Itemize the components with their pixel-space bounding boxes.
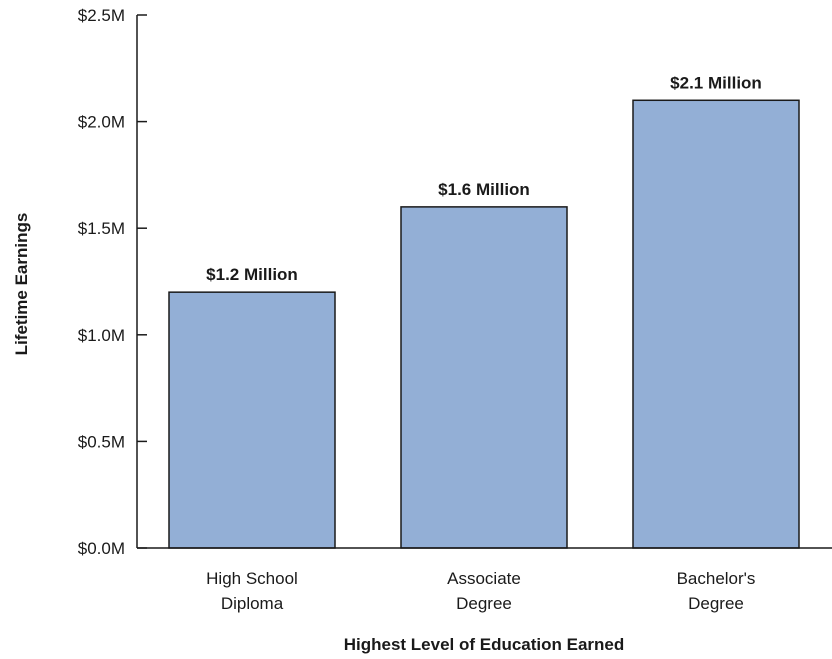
y-axis: $0.0M $0.5M $1.0M $1.5M $2.0M $2.5M <box>78 6 147 558</box>
bar <box>632 99 800 549</box>
x-axis-title: Highest Level of Education Earned <box>344 635 625 654</box>
x-category-label: High School <box>206 569 298 588</box>
y-tick-label: $0.0M <box>78 539 125 558</box>
x-axis: High School Diploma Associate Degree Bachelo… <box>137 547 832 613</box>
bar <box>168 291 336 549</box>
x-category-label: Diploma <box>221 594 284 613</box>
y-tick-label: $1.5M <box>78 219 125 238</box>
bars: $1.2 Million $1.6 Million $2.1 Million <box>168 73 800 549</box>
y-tick-label: $2.0M <box>78 113 125 132</box>
y-tick-label: $0.5M <box>78 432 125 451</box>
x-category-label: Bachelor's <box>677 569 756 588</box>
y-tick-label: $2.5M <box>78 6 125 25</box>
bar-data-label: $1.2 Million <box>206 265 298 284</box>
bar <box>400 206 568 549</box>
y-tick-label: $1.0M <box>78 326 125 345</box>
bar-data-label: $1.6 Million <box>438 180 530 199</box>
x-category-label: Degree <box>456 594 512 613</box>
y-axis-title: Lifetime Earnings <box>12 213 31 356</box>
x-category-label: Associate <box>447 569 521 588</box>
x-category-label: Degree <box>688 594 744 613</box>
bar-data-label: $2.1 Million <box>670 73 762 92</box>
